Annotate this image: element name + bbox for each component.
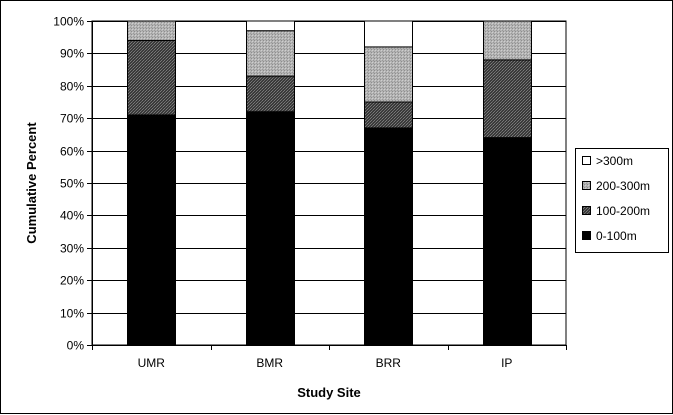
bar-segment-bmr-0100m <box>246 111 295 346</box>
legend-swatch <box>582 181 591 190</box>
bar-segment-umr-200300m <box>127 20 176 41</box>
x-tick-label: UMR <box>138 356 166 370</box>
y-tick-label: 90% <box>60 47 84 61</box>
bar-segment-ip-0100m <box>483 137 532 346</box>
axes <box>87 21 567 350</box>
y-axis-title: Cumulative Percent <box>24 122 39 244</box>
legend-label: >300m <box>596 154 633 168</box>
y-tick-label: 0% <box>67 339 85 353</box>
bar-segment-bmr-100200m <box>246 75 295 113</box>
bar-segment-bmr-300m <box>246 20 295 32</box>
bar-segment-ip-100200m <box>483 59 532 139</box>
bar-segment-brr-100200m <box>364 101 413 129</box>
x-axis-title: Study Site <box>297 385 361 400</box>
legend-label: 200-300m <box>596 179 650 193</box>
bar-segment-umr-100200m <box>127 39 176 116</box>
y-tick-label: 30% <box>60 242 84 256</box>
bar-segment-brr-200300m <box>364 46 413 103</box>
bar-segment-bmr-200300m <box>246 30 295 77</box>
bar-segment-ip-200300m <box>483 20 532 61</box>
y-tick-label: 20% <box>60 274 84 288</box>
x-tick-label: IP <box>501 356 512 370</box>
legend: >300m 200-300m 100-200m 0-100m <box>575 148 669 253</box>
legend-swatch <box>582 156 591 165</box>
x-tick-label: BMR <box>256 356 283 370</box>
legend-label: 0-100m <box>596 229 637 243</box>
bar-segment-umr-0100m <box>127 114 176 346</box>
legend-swatch <box>582 206 591 215</box>
y-tick-label: 100% <box>53 15 84 29</box>
y-tick-label: 10% <box>60 307 84 321</box>
y-tick-label: 50% <box>60 177 84 191</box>
tick-labels: 0% 10% 20% 30% 40% 50% 60% 70% 80% 90% 100% UMR BMR B… <box>53 15 512 371</box>
y-tick-label: 60% <box>60 145 84 159</box>
bar-segment-brr-300m <box>364 20 413 48</box>
y-tick-label: 80% <box>60 80 84 94</box>
legend-label: 100-200m <box>596 204 650 218</box>
bars <box>127 20 532 346</box>
y-tick-label: 40% <box>60 209 84 223</box>
bar-segment-brr-0100m <box>364 127 413 346</box>
legend-swatch <box>582 231 591 240</box>
x-tick-label: BRR <box>376 356 402 370</box>
y-tick-label: 70% <box>60 112 84 126</box>
